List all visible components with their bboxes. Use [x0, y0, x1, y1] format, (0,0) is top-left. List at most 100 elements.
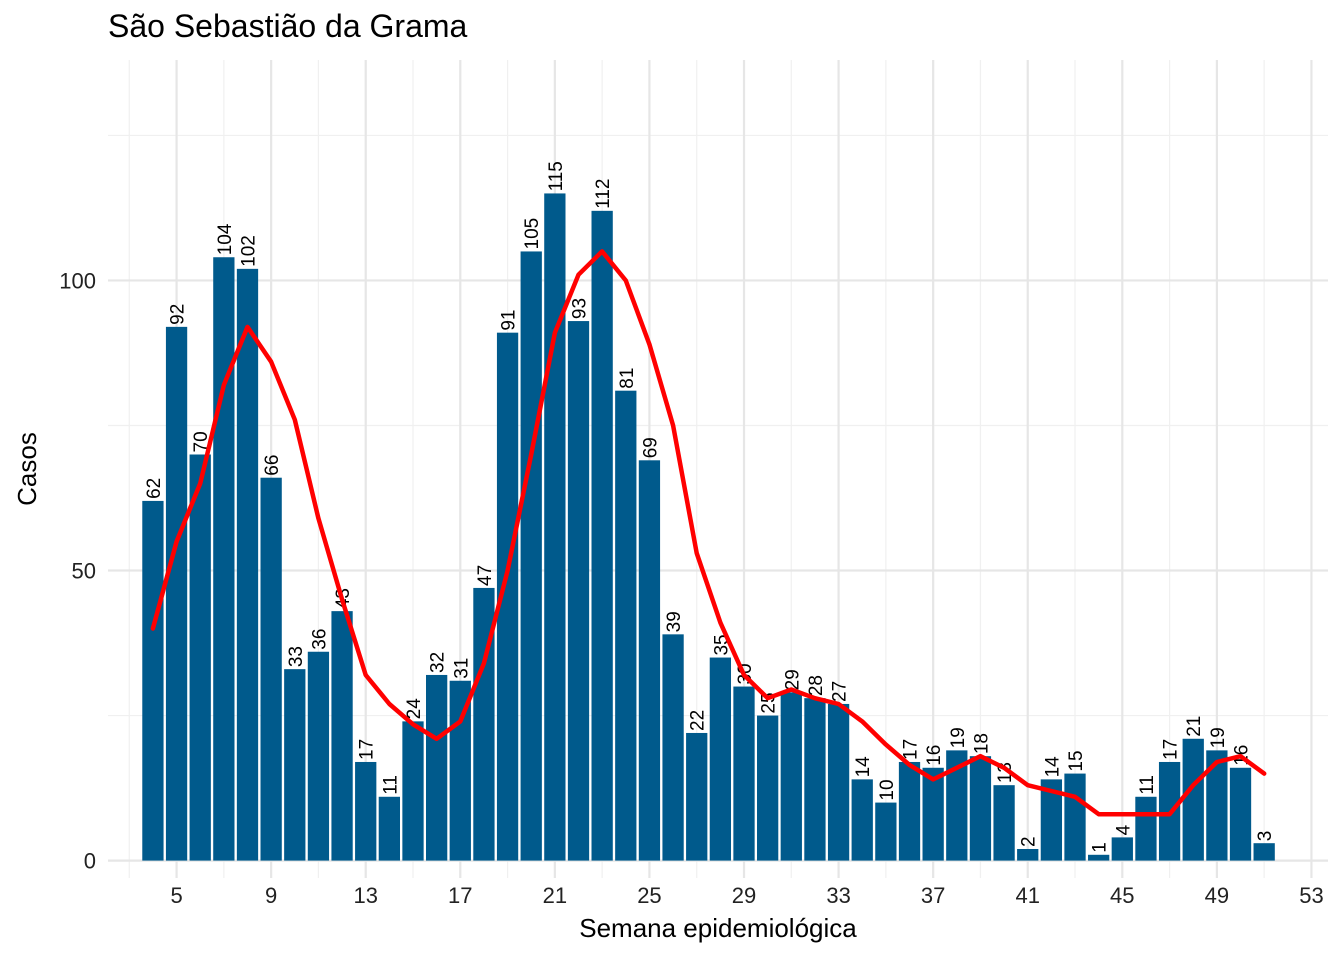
bar — [190, 454, 211, 860]
bar — [426, 675, 447, 861]
bar — [568, 321, 589, 861]
bar — [355, 762, 376, 861]
x-axis-title: Semana epidemiológica — [579, 913, 857, 943]
x-tick-label: 29 — [732, 883, 756, 908]
bar — [615, 391, 636, 861]
data-label: 4 — [1113, 824, 1134, 835]
data-label: 39 — [664, 611, 685, 632]
x-axis-ticks: 5 9 13 17 21 25 29 33 37 41 45 49 53 — [170, 883, 1323, 908]
bar — [308, 652, 329, 861]
data-label: 21 — [1184, 716, 1205, 737]
data-label: 14 — [853, 756, 874, 778]
data-label: 91 — [499, 310, 520, 331]
data-label: 11 — [1137, 775, 1158, 795]
data-label: 15 — [1066, 750, 1087, 771]
data-label: 3 — [1255, 831, 1276, 842]
y-tick-label: 0 — [84, 849, 96, 874]
bar — [686, 733, 707, 861]
data-label: 16 — [924, 745, 945, 766]
bar — [592, 211, 613, 861]
x-tick-label: 37 — [921, 883, 945, 908]
data-label: 24 — [404, 698, 425, 720]
bars — [142, 193, 1275, 860]
data-label: 92 — [168, 304, 189, 325]
data-label: 18 — [971, 733, 992, 754]
data-label: 31 — [451, 658, 472, 679]
x-tick-label: 53 — [1299, 883, 1323, 908]
data-label: 102 — [238, 235, 259, 267]
bar — [804, 698, 825, 860]
data-label: 14 — [1042, 756, 1063, 778]
data-label: 10 — [877, 779, 898, 800]
data-label: 11 — [380, 775, 401, 795]
bar — [1064, 774, 1085, 861]
bar — [970, 756, 991, 860]
bar — [142, 501, 163, 861]
bar — [923, 768, 944, 861]
data-label: 36 — [309, 629, 330, 650]
data-label: 19 — [948, 727, 969, 748]
data-label: 115 — [546, 161, 567, 191]
bar — [213, 257, 234, 860]
x-tick-label: 5 — [170, 883, 182, 908]
data-label: 62 — [144, 478, 165, 499]
data-label: 22 — [688, 710, 709, 731]
data-label: 32 — [428, 652, 449, 673]
x-tick-label: 49 — [1205, 883, 1229, 908]
y-tick-label: 50 — [72, 559, 96, 584]
bar — [828, 704, 849, 861]
x-tick-label: 21 — [543, 883, 567, 908]
data-label: 112 — [593, 179, 614, 209]
bar — [993, 785, 1014, 860]
x-tick-label: 9 — [265, 883, 277, 908]
bar — [521, 251, 542, 860]
bar — [237, 269, 258, 861]
bar — [899, 762, 920, 861]
bar — [662, 634, 683, 860]
bar — [544, 193, 565, 860]
x-tick-label: 41 — [1015, 883, 1039, 908]
bar — [875, 803, 896, 861]
data-label: 1 — [1090, 842, 1111, 853]
bar — [781, 692, 802, 860]
x-tick-label: 25 — [637, 883, 661, 908]
bar — [733, 687, 754, 861]
data-label: 29 — [782, 669, 803, 690]
bar — [261, 478, 282, 861]
data-label: 104 — [215, 223, 236, 255]
data-label: 66 — [262, 455, 283, 476]
x-tick-label: 45 — [1110, 883, 1134, 908]
bar — [639, 460, 660, 860]
bar — [166, 327, 187, 861]
data-label: 28 — [806, 675, 827, 696]
data-label: 47 — [475, 565, 496, 586]
bar — [1254, 843, 1275, 860]
data-label: 2 — [1019, 836, 1040, 847]
y-axis-title: Casos — [12, 432, 42, 506]
bar — [710, 658, 731, 861]
bar — [1112, 837, 1133, 860]
data-label: 17 — [1161, 739, 1182, 760]
y-tick-label: 100 — [59, 268, 96, 293]
data-label: 19 — [1208, 727, 1229, 748]
data-label: 27 — [830, 681, 851, 702]
bar — [284, 669, 305, 860]
x-tick-label: 13 — [353, 883, 377, 908]
bar — [1017, 849, 1038, 861]
bar — [1135, 797, 1156, 861]
data-label: 33 — [286, 646, 307, 667]
x-tick-label: 17 — [448, 883, 472, 908]
bar — [1088, 855, 1109, 861]
x-tick-label: 33 — [826, 883, 850, 908]
bar — [1183, 739, 1204, 861]
data-label: 17 — [357, 739, 378, 760]
bar — [1230, 768, 1251, 861]
data-label: 105 — [522, 218, 543, 250]
y-axis-ticks: 0 50 100 — [59, 268, 96, 873]
bar — [331, 611, 352, 860]
bar — [852, 779, 873, 860]
bar — [379, 797, 400, 861]
data-label: 69 — [640, 437, 661, 458]
data-label: 93 — [570, 298, 591, 319]
